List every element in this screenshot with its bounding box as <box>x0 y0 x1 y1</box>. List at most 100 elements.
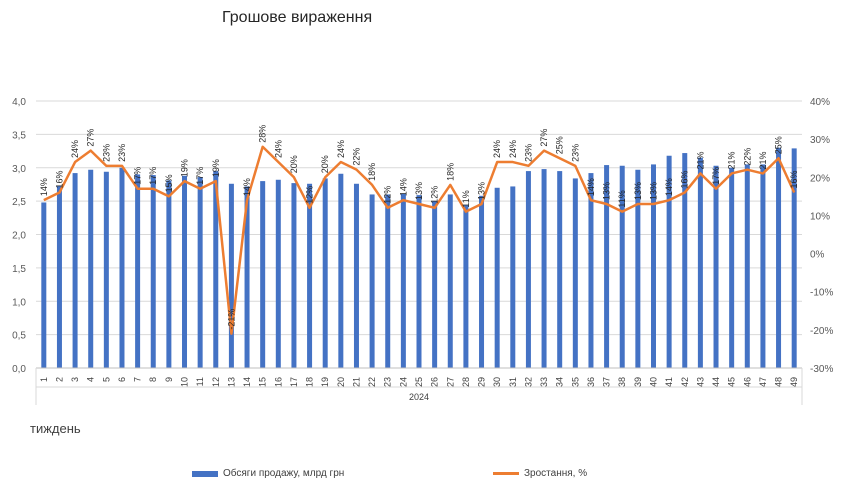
sales-bar <box>619 165 625 368</box>
sales-bar <box>119 167 125 368</box>
left-axis-tick-label: 1,0 <box>12 297 26 308</box>
left-axis-tick-label: 4,0 <box>12 97 26 108</box>
x-axis-tick-label: 29 <box>477 377 487 387</box>
sales-bar <box>150 175 156 368</box>
growth-data-label: 13% <box>602 182 612 200</box>
x-axis-tick-label: 13 <box>226 377 236 387</box>
growth-data-label: 12% <box>383 186 393 204</box>
growth-data-label: 27% <box>86 129 96 147</box>
x-axis-tick-label: 7 <box>133 377 143 382</box>
sales-bar <box>135 174 141 368</box>
sales-bar <box>525 171 531 368</box>
sales-bar <box>338 173 344 368</box>
growth-data-label: 14% <box>242 178 252 196</box>
sales-bar <box>635 169 641 368</box>
growth-data-label: 20% <box>320 155 330 173</box>
growth-data-label: 17% <box>148 167 158 185</box>
legend-label-sales: Обсяги продажу, млрд грн <box>223 468 345 479</box>
sales-bar <box>776 147 782 368</box>
growth-data-label: 12% <box>305 186 315 204</box>
right-axis-tick-label: 0% <box>810 250 825 261</box>
sales-bar <box>650 164 656 368</box>
sales-bar <box>182 175 188 368</box>
sales-bar <box>213 171 219 368</box>
x-axis-tick-label: 47 <box>758 377 768 387</box>
legend-bar-swatch <box>192 470 218 477</box>
growth-data-label: 21% <box>695 151 705 169</box>
sales-bar <box>72 173 78 368</box>
x-axis-tick-label: 18 <box>305 377 315 387</box>
sales-bar <box>260 181 266 368</box>
growth-data-label: 20% <box>289 155 299 173</box>
sales-bar <box>744 164 750 368</box>
x-axis-title: тиждень <box>30 421 81 436</box>
x-axis-tick-label: 38 <box>617 377 627 387</box>
legend-label-growth: Зростання, % <box>524 468 588 479</box>
x-axis-tick-label: 22 <box>367 377 377 387</box>
growth-data-label: 24% <box>336 140 346 158</box>
growth-data-label: 18% <box>445 163 455 181</box>
sales-bar <box>88 169 94 368</box>
sales-bar <box>447 194 453 368</box>
growth-data-label: 13% <box>477 182 487 200</box>
right-axis-tick-label: 40% <box>810 97 830 108</box>
sales-bar <box>400 193 406 368</box>
right-axis-tick-label: -20% <box>810 326 833 337</box>
right-axis-tick-label: 20% <box>810 173 830 184</box>
sales-bar <box>291 183 297 368</box>
x-axis-tick-label: 20 <box>336 377 346 387</box>
x-axis-tick-label: 44 <box>711 377 721 387</box>
growth-data-label: 23% <box>117 144 127 162</box>
x-axis-tick-label: 17 <box>289 377 299 387</box>
growth-data-label: 11% <box>617 190 627 207</box>
x-axis-tick-label: 40 <box>648 377 658 387</box>
x-axis-tick-label: 19 <box>320 377 330 387</box>
left-axis-tick-label: 0,5 <box>12 331 26 342</box>
x-axis-tick-label: 31 <box>508 377 518 387</box>
x-axis-tick-label: 24 <box>398 377 408 387</box>
x-axis-tick-label: 21 <box>351 377 361 387</box>
left-axis-tick-label: 0,0 <box>12 364 26 375</box>
growth-data-label: 21% <box>758 151 768 169</box>
growth-data-label: 22% <box>351 148 361 166</box>
sales-bar <box>541 169 547 368</box>
sales-bar <box>56 185 62 368</box>
sales-bar <box>385 194 391 368</box>
sales-bar <box>228 183 234 368</box>
x-axis-tick-label: 23 <box>383 377 393 387</box>
right-axis-tick-label: -30% <box>810 364 833 375</box>
sales-bar <box>666 155 672 368</box>
growth-data-label: 23% <box>523 144 533 162</box>
sales-bar <box>604 165 610 368</box>
x-axis-tick-label: 41 <box>664 377 674 387</box>
growth-data-label: 13% <box>648 182 658 200</box>
x-axis-tick-label: 15 <box>258 377 268 387</box>
growth-data-label: 24% <box>70 140 80 158</box>
x-axis-tick-label: 34 <box>555 377 565 387</box>
sales-bar <box>197 177 203 368</box>
growth-data-label: 17% <box>711 167 721 185</box>
sales-bar <box>791 148 797 368</box>
growth-data-label: 19% <box>180 159 190 177</box>
x-axis-tick-label: 12 <box>211 377 221 387</box>
x-axis-tick-label: 35 <box>570 377 580 387</box>
sales-bar <box>322 178 328 368</box>
x-axis-tick-label: 9 <box>164 377 174 382</box>
sales-bar <box>432 201 438 368</box>
growth-line <box>43 145 796 335</box>
sales-bar <box>588 173 594 368</box>
growth-data-label: 13% <box>414 182 424 200</box>
x-axis-tick-label: 26 <box>430 377 440 387</box>
x-axis-tick-label: 48 <box>774 377 784 387</box>
x-axis-tick-label: 49 <box>789 377 799 387</box>
growth-data-label: 25% <box>774 136 784 154</box>
x-axis-tick-label: 36 <box>586 377 596 387</box>
x-axis-group-label: 2024 <box>409 392 429 402</box>
left-axis-tick-label: 2,5 <box>12 197 26 208</box>
x-axis-tick-label: 3 <box>70 377 80 382</box>
growth-data-label: 16% <box>789 171 799 189</box>
growth-data-label: 24% <box>273 140 283 158</box>
x-axis-tick-label: 43 <box>695 377 705 387</box>
growth-data-label: 14% <box>398 178 408 196</box>
growth-data-label: 14% <box>664 178 674 196</box>
